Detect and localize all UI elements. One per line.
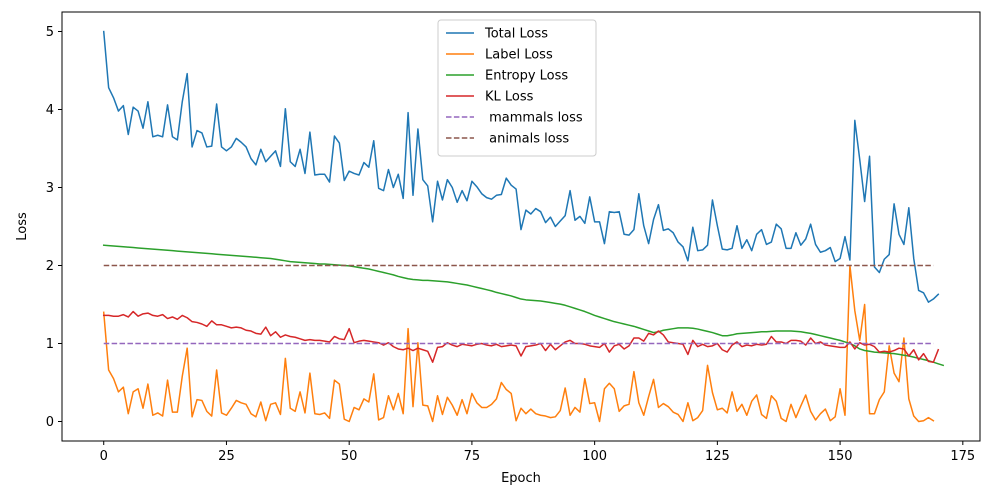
x-tick-label: 125 — [705, 449, 730, 464]
x-tick-label: 50 — [341, 449, 358, 464]
legend-label-0: Total Loss — [484, 27, 548, 42]
y-tick-label: 4 — [46, 103, 54, 118]
legend-box — [437, 19, 597, 157]
x-tick-label: 150 — [828, 449, 853, 464]
x-axis-label: Epoch — [501, 471, 541, 486]
x-tick-label: 75 — [464, 449, 481, 464]
legend-label-4: mammals loss — [485, 111, 583, 126]
y-axis-label: Loss — [15, 212, 30, 241]
x-axis-ticks: 0 25 50 75 100 125 150 175 — [100, 441, 975, 464]
y-tick-label: 1 — [46, 337, 54, 352]
y-tick-label: 0 — [46, 415, 54, 430]
series-line-3 — [102, 310, 940, 363]
y-tick-label: 5 — [46, 25, 54, 40]
legend-label-2: Entropy Loss — [485, 69, 568, 84]
legend-label-5: animals loss — [485, 132, 569, 147]
y-tick-label: 3 — [46, 181, 54, 196]
y-axis-ticks: 0 1 2 3 4 5 — [46, 25, 62, 430]
x-tick-label: 0 — [100, 449, 108, 464]
y-tick-label: 2 — [46, 259, 54, 274]
x-tick-label: 25 — [218, 449, 235, 464]
series-line-0 — [102, 30, 940, 303]
plot-area-frame — [61, 11, 981, 442]
series-line-1 — [102, 264, 935, 423]
series-layer — [102, 30, 945, 423]
legend-label-3: KL Loss — [485, 90, 534, 105]
x-tick-label: 100 — [582, 449, 607, 464]
x-tick-label: 175 — [950, 449, 975, 464]
legend-label-1: Label Loss — [485, 48, 553, 63]
series-line-2 — [102, 244, 945, 367]
